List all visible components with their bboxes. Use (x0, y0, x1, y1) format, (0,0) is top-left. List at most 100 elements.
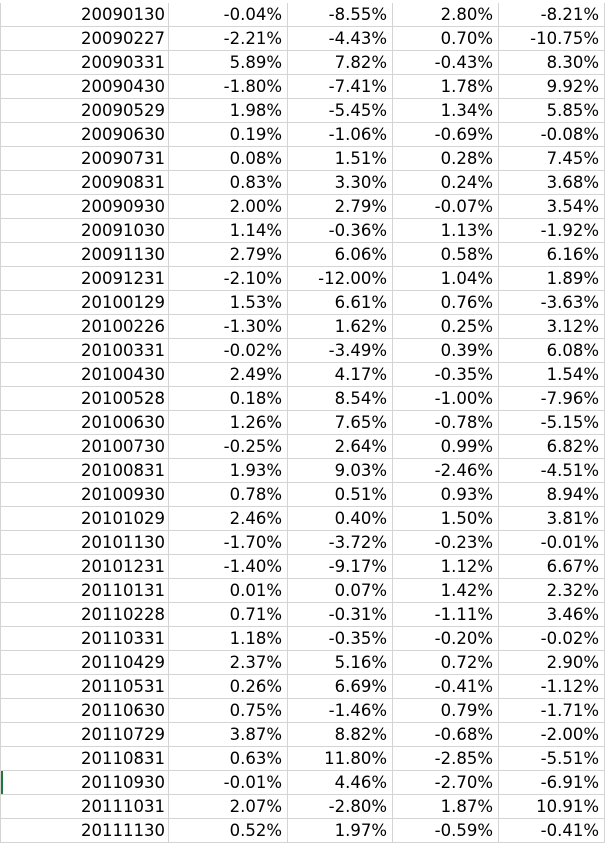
value-cell-d[interactable]: 2.90% (498, 650, 605, 675)
value-cell-b[interactable]: 3.30% (287, 170, 393, 195)
date-cell[interactable]: 20100630 (0, 410, 169, 435)
value-cell-c[interactable]: -2.70% (392, 770, 499, 795)
value-cell-b[interactable]: 1.51% (287, 146, 393, 171)
date-cell[interactable]: 20110729 (0, 722, 169, 747)
value-cell-b[interactable]: 6.61% (287, 290, 393, 315)
value-cell-b[interactable]: 4.17% (287, 362, 393, 387)
value-cell-b[interactable]: -0.35% (287, 626, 393, 651)
value-cell-b[interactable]: 6.69% (287, 674, 393, 699)
value-cell-d[interactable]: -6.91% (498, 770, 605, 795)
value-cell-c[interactable]: -0.43% (392, 50, 499, 75)
value-cell-b[interactable]: 7.82% (287, 50, 393, 75)
date-cell[interactable]: 20090227 (0, 26, 169, 51)
value-cell-b[interactable]: 2.64% (287, 434, 393, 459)
value-cell-d[interactable]: 9.92% (498, 74, 605, 99)
value-cell-c[interactable]: 0.70% (392, 26, 499, 51)
value-cell-b[interactable]: -1.46% (287, 698, 393, 723)
date-cell[interactable]: 20110228 (0, 602, 169, 627)
value-cell-a[interactable]: 1.14% (168, 218, 288, 243)
date-cell[interactable]: 20091231 (0, 266, 169, 291)
date-cell[interactable]: 20110429 (0, 650, 169, 675)
date-cell[interactable]: 20110331 (0, 626, 169, 651)
date-cell[interactable]: 20100331 (0, 338, 169, 363)
value-cell-b[interactable]: 8.54% (287, 386, 393, 411)
date-cell[interactable]: 20110531 (0, 674, 169, 699)
value-cell-d[interactable]: 6.67% (498, 554, 605, 579)
date-cell[interactable]: 20090831 (0, 170, 169, 195)
value-cell-b[interactable]: -5.45% (287, 98, 393, 123)
date-cell[interactable]: 20090130 (0, 3, 169, 27)
date-cell[interactable]: 20090731 (0, 146, 169, 171)
value-cell-c[interactable]: -0.35% (392, 362, 499, 387)
value-cell-d[interactable]: -2.00% (498, 722, 605, 747)
value-cell-d[interactable]: 3.68% (498, 170, 605, 195)
value-cell-d[interactable]: 3.12% (498, 314, 605, 339)
value-cell-d[interactable]: 1.54% (498, 362, 605, 387)
value-cell-c[interactable]: 1.04% (392, 266, 499, 291)
value-cell-c[interactable]: -0.23% (392, 530, 499, 555)
value-cell-c[interactable]: 1.50% (392, 506, 499, 531)
value-cell-b[interactable]: 7.65% (287, 410, 393, 435)
value-cell-c[interactable]: -0.68% (392, 722, 499, 747)
value-cell-a[interactable]: -0.02% (168, 338, 288, 363)
value-cell-d[interactable]: -0.08% (498, 122, 605, 147)
value-cell-c[interactable]: 1.34% (392, 98, 499, 123)
date-cell[interactable]: 20111031 (0, 794, 169, 819)
value-cell-b[interactable]: -0.36% (287, 218, 393, 243)
value-cell-c[interactable]: 1.42% (392, 578, 499, 603)
value-cell-a[interactable]: 0.83% (168, 170, 288, 195)
value-cell-a[interactable]: 0.08% (168, 146, 288, 171)
value-cell-d[interactable]: -1.71% (498, 698, 605, 723)
date-cell[interactable]: 20110930 (0, 770, 169, 795)
value-cell-d[interactable]: 6.82% (498, 434, 605, 459)
value-cell-c[interactable]: 0.28% (392, 146, 499, 171)
value-cell-c[interactable]: -0.78% (392, 410, 499, 435)
value-cell-d[interactable]: -0.41% (498, 818, 605, 843)
value-cell-a[interactable]: 1.26% (168, 410, 288, 435)
value-cell-c[interactable]: -0.69% (392, 122, 499, 147)
value-cell-a[interactable]: 0.63% (168, 746, 288, 771)
value-cell-b[interactable]: 0.40% (287, 506, 393, 531)
date-cell[interactable]: 20091030 (0, 218, 169, 243)
value-cell-a[interactable]: 1.53% (168, 290, 288, 315)
value-cell-c[interactable]: 0.58% (392, 242, 499, 267)
value-cell-d[interactable]: -7.96% (498, 386, 605, 411)
value-cell-a[interactable]: 3.87% (168, 722, 288, 747)
value-cell-a[interactable]: 1.98% (168, 98, 288, 123)
value-cell-a[interactable]: -0.04% (168, 3, 288, 27)
value-cell-b[interactable]: 8.82% (287, 722, 393, 747)
date-cell[interactable]: 20110131 (0, 578, 169, 603)
value-cell-a[interactable]: 0.18% (168, 386, 288, 411)
value-cell-d[interactable]: 3.54% (498, 194, 605, 219)
value-cell-d[interactable]: -1.12% (498, 674, 605, 699)
value-cell-d[interactable]: 1.89% (498, 266, 605, 291)
value-cell-c[interactable]: 1.12% (392, 554, 499, 579)
value-cell-b[interactable]: 0.51% (287, 482, 393, 507)
value-cell-d[interactable]: -10.75% (498, 26, 605, 51)
value-cell-a[interactable]: 2.07% (168, 794, 288, 819)
value-cell-a[interactable]: -1.70% (168, 530, 288, 555)
value-cell-c[interactable]: 0.25% (392, 314, 499, 339)
value-cell-a[interactable]: 0.71% (168, 602, 288, 627)
value-cell-a[interactable]: 2.79% (168, 242, 288, 267)
value-cell-c[interactable]: -0.07% (392, 194, 499, 219)
value-cell-a[interactable]: 2.46% (168, 506, 288, 531)
value-cell-b[interactable]: 1.62% (287, 314, 393, 339)
value-cell-a[interactable]: 2.00% (168, 194, 288, 219)
value-cell-a[interactable]: 2.37% (168, 650, 288, 675)
date-cell[interactable]: 20091130 (0, 242, 169, 267)
value-cell-a[interactable]: -2.10% (168, 266, 288, 291)
value-cell-b[interactable]: 11.80% (287, 746, 393, 771)
date-cell[interactable]: 20090529 (0, 98, 169, 123)
value-cell-c[interactable]: -0.59% (392, 818, 499, 843)
value-cell-a[interactable]: 2.49% (168, 362, 288, 387)
date-cell[interactable]: 20111130 (0, 818, 169, 843)
date-cell[interactable]: 20100129 (0, 290, 169, 315)
value-cell-a[interactable]: 0.01% (168, 578, 288, 603)
value-cell-c[interactable]: -2.46% (392, 458, 499, 483)
value-cell-c[interactable]: 0.79% (392, 698, 499, 723)
value-cell-d[interactable]: 6.08% (498, 338, 605, 363)
value-cell-d[interactable]: -5.15% (498, 410, 605, 435)
value-cell-d[interactable]: 2.32% (498, 578, 605, 603)
value-cell-c[interactable]: 0.93% (392, 482, 499, 507)
